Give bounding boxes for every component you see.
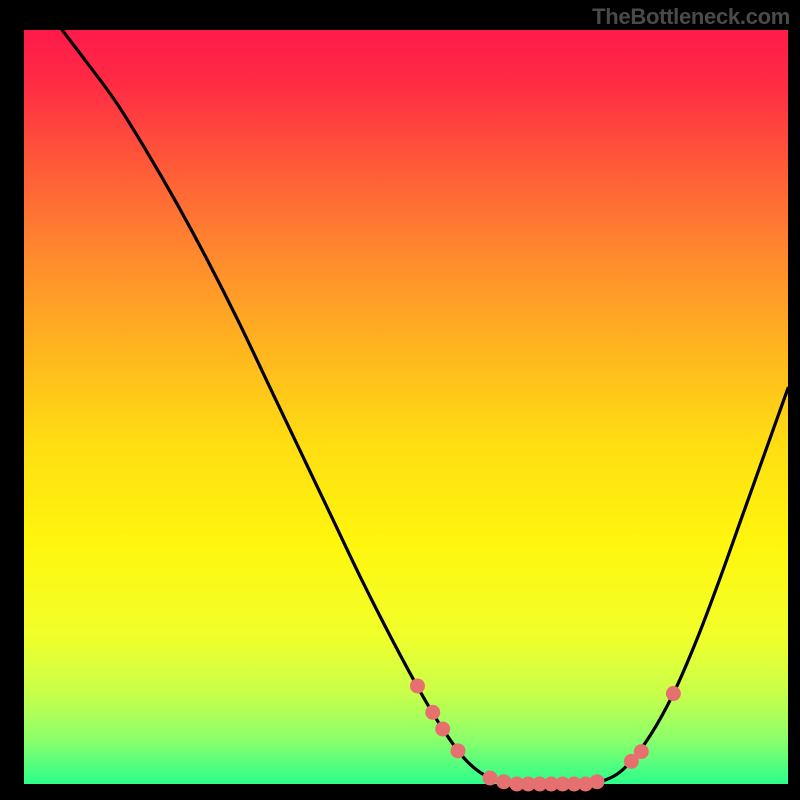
data-marker (666, 687, 680, 701)
data-marker (634, 745, 648, 759)
data-marker (436, 722, 450, 736)
data-marker (590, 775, 604, 789)
data-marker (451, 744, 465, 758)
data-marker (497, 775, 511, 789)
data-marker (483, 771, 497, 785)
watermark-text: TheBottleneck.com (592, 4, 790, 30)
plot-gradient-background (24, 30, 788, 784)
bottleneck-chart (0, 0, 800, 800)
data-marker (426, 705, 440, 719)
data-marker (410, 679, 424, 693)
